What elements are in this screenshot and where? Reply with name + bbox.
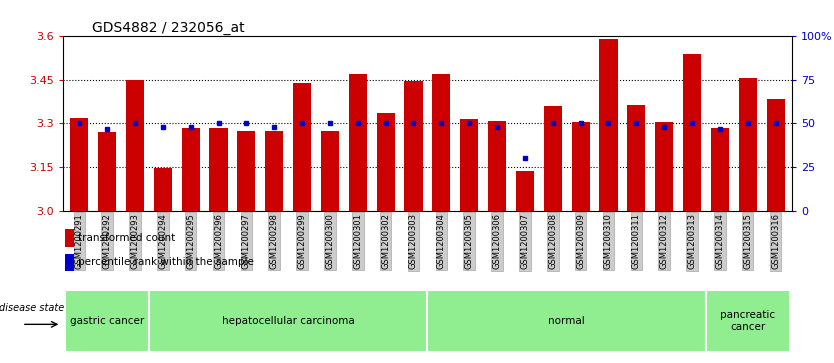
Bar bbox=[70, 118, 88, 211]
Text: GDS4882 / 232056_at: GDS4882 / 232056_at bbox=[92, 21, 244, 35]
Bar bbox=[460, 119, 478, 211]
Bar bbox=[571, 122, 590, 211]
Text: transformed count: transformed count bbox=[78, 233, 176, 243]
Bar bbox=[739, 78, 756, 211]
Bar bbox=[265, 131, 284, 211]
Bar bbox=[349, 74, 367, 211]
Bar bbox=[544, 106, 562, 211]
Text: gastric cancer: gastric cancer bbox=[70, 316, 144, 326]
Text: hepatocellular carcinoma: hepatocellular carcinoma bbox=[222, 316, 354, 326]
Bar bbox=[65, 290, 149, 352]
Bar bbox=[627, 105, 646, 211]
Bar bbox=[427, 290, 706, 352]
Text: percentile rank within the sample: percentile rank within the sample bbox=[78, 257, 254, 268]
Bar bbox=[656, 122, 673, 211]
Bar bbox=[516, 171, 534, 211]
Bar bbox=[209, 128, 228, 211]
Bar bbox=[153, 168, 172, 211]
Bar bbox=[149, 290, 427, 352]
Bar bbox=[126, 80, 144, 211]
Text: pancreatic
cancer: pancreatic cancer bbox=[721, 310, 776, 332]
Bar bbox=[321, 131, 339, 211]
Bar bbox=[766, 99, 785, 211]
Bar bbox=[64, 254, 73, 271]
Bar bbox=[404, 81, 423, 211]
Text: disease state: disease state bbox=[0, 303, 64, 313]
Bar bbox=[293, 83, 311, 211]
Bar bbox=[98, 132, 116, 211]
Bar bbox=[683, 54, 701, 211]
Bar bbox=[377, 113, 394, 211]
Bar bbox=[238, 131, 255, 211]
Text: normal: normal bbox=[548, 316, 585, 326]
Bar bbox=[488, 121, 506, 211]
Bar bbox=[711, 128, 729, 211]
Bar bbox=[182, 128, 199, 211]
Bar bbox=[432, 74, 450, 211]
Bar bbox=[600, 39, 617, 211]
Bar bbox=[706, 290, 790, 352]
Bar bbox=[64, 229, 73, 246]
